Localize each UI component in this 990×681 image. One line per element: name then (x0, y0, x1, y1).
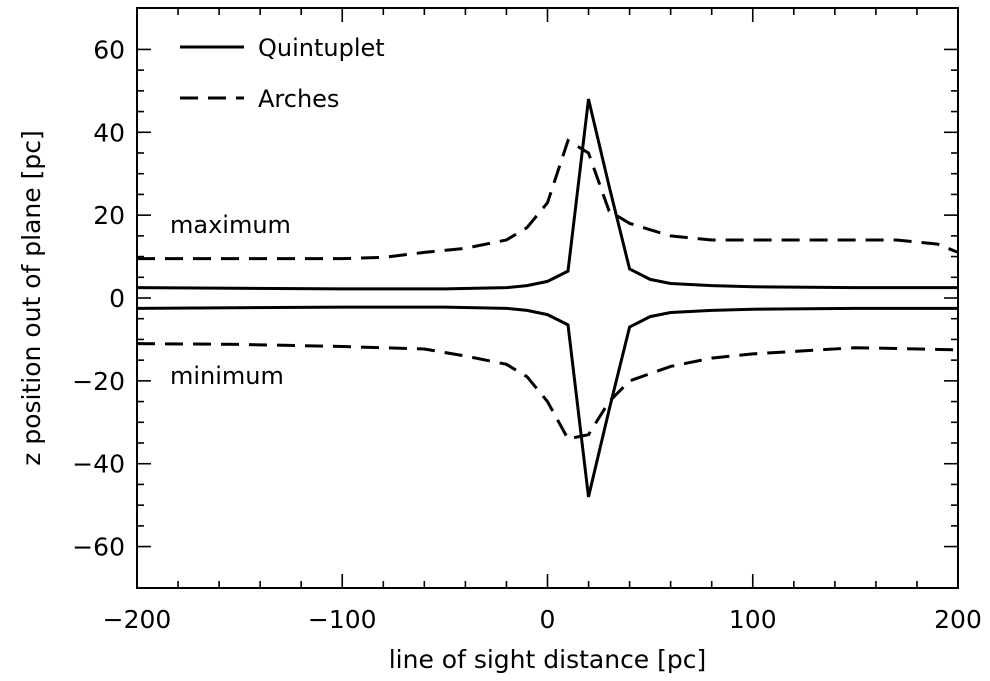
y-axis-label: z position out of plane [pc] (17, 130, 46, 465)
y-tick-label: 20 (93, 201, 125, 230)
y-tick-label: 40 (93, 118, 125, 147)
y-tick-label: 0 (109, 284, 125, 313)
x-tick-label: −200 (103, 605, 172, 634)
series-line-arches-minimum (136, 342, 959, 441)
y-tick-label: −60 (72, 533, 125, 562)
y-tick-label: 60 (93, 35, 125, 64)
legend-label-quintuplet: Quintuplet (258, 34, 385, 62)
x-tick-label: −100 (308, 605, 377, 634)
x-tick-label: 0 (540, 605, 556, 634)
legend-label-arches: Arches (258, 85, 339, 113)
y-tick-label: −40 (72, 450, 125, 479)
series-line-arches-maximum (137, 138, 959, 261)
x-tick-label: 100 (729, 605, 777, 634)
y-tick-label: −20 (72, 367, 125, 396)
x-axis-label: line of sight distance [pc] (389, 645, 707, 674)
series-line-quintuplet-maximum (136, 98, 958, 291)
annotation-maximum: maximum (170, 211, 291, 239)
annotation-minimum: minimum (170, 362, 284, 390)
series-line-quintuplet-minimum (136, 305, 958, 498)
x-tick-label: 200 (934, 605, 982, 634)
